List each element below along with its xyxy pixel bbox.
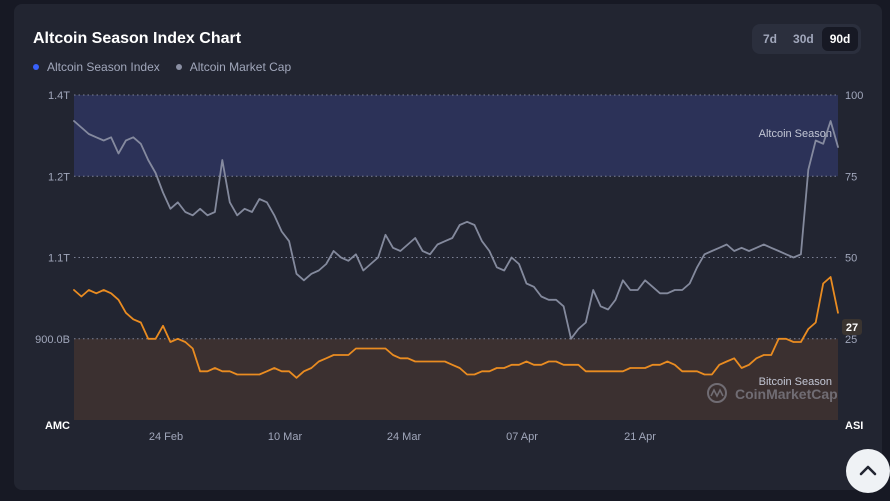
range-7d-button[interactable]: 7d — [763, 32, 778, 46]
season-index-series-line — [73, 276, 839, 379]
legend-dot-icon — [175, 64, 182, 70]
range-90d-button[interactable]: 90d — [821, 27, 859, 51]
current-index-badge-bg — [842, 319, 862, 335]
bitcoin-season-label: Bitcoin Season — [759, 376, 832, 388]
coinmarketcap-logo-mark — [710, 388, 724, 398]
right-axis: 100 75 50 25 — [845, 90, 863, 346]
watermark-text: CoinMarketCap — [735, 386, 838, 402]
x-tick-label: 10 Mar — [268, 431, 303, 443]
right-tick-label: 50 — [845, 253, 857, 265]
legend-dot-icon — [33, 64, 39, 70]
x-tick-label: 07 Apr — [506, 431, 538, 443]
series-layer — [73, 120, 839, 379]
right-tick-label: 25 — [845, 334, 857, 346]
left-axis-title: AMC — [45, 420, 70, 432]
coinmarketcap-watermark: CoinMarketCap — [707, 383, 838, 403]
current-index-badge: 27 — [842, 319, 862, 335]
legend-label: Altcoin Season Index — [47, 60, 160, 74]
scroll-to-top-button[interactable] — [846, 449, 890, 493]
legend-item-market-cap[interactable]: Altcoin Market Cap — [175, 60, 292, 74]
x-tick-label: 21 Apr — [624, 431, 656, 443]
x-tick-label: 24 Feb — [149, 431, 183, 443]
chevron-up-icon — [859, 465, 877, 476]
left-tick-label: 1.1T — [48, 253, 70, 265]
grid-lines — [74, 94, 838, 340]
left-axis: 1.4T 1.2T 1.1T 900.0B — [35, 90, 70, 346]
range-toggle: 7d 30d 90d — [752, 24, 862, 54]
legend-item-season-index[interactable]: Altcoin Season Index — [33, 60, 160, 74]
current-index-value: 27 — [846, 322, 858, 334]
x-tick-label: 24 Mar — [387, 431, 422, 443]
altcoin-season-zone — [74, 95, 838, 177]
legend-label: Altcoin Market Cap — [189, 60, 292, 74]
coinmarketcap-logo-icon — [707, 383, 727, 403]
range-30d-button[interactable]: 30d — [793, 32, 814, 46]
chart-title: Altcoin Season Index Chart — [33, 30, 242, 47]
left-tick-label: 900.0B — [35, 334, 70, 346]
chart-legend: Altcoin Season Index Altcoin Market Cap — [33, 60, 291, 74]
x-axis: 24 Feb 10 Mar 24 Mar 07 Apr 21 Apr — [149, 431, 656, 443]
left-tick-label: 1.2T — [48, 171, 70, 183]
altcoin-season-label: Altcoin Season — [759, 128, 832, 140]
bitcoin-season-zone — [74, 338, 838, 420]
left-tick-label: 1.4T — [48, 90, 70, 102]
market-cap-series-line — [73, 120, 839, 340]
right-tick-label: 75 — [845, 171, 857, 183]
right-tick-label: 100 — [845, 90, 863, 102]
right-axis-title: ASI — [845, 420, 863, 432]
